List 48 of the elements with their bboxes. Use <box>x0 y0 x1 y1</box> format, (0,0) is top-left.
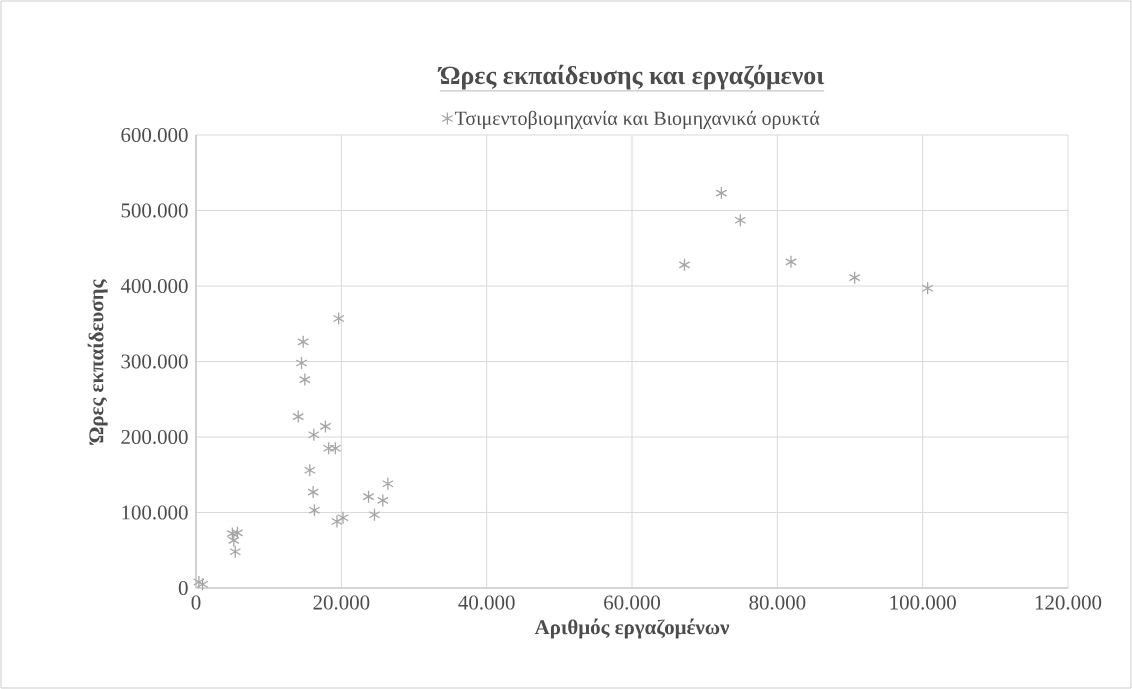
x-tick-label: 80.000 <box>749 595 806 610</box>
point <box>297 335 310 349</box>
point <box>368 508 381 522</box>
x-tick-label: 0 <box>191 595 201 610</box>
x-tick-label: 120.000 <box>1035 595 1102 610</box>
x-tick-label: 20.000 <box>313 595 370 610</box>
point <box>382 477 394 491</box>
y-tick-label: 200.000 <box>121 429 188 445</box>
point <box>329 441 342 455</box>
point <box>319 419 332 434</box>
point <box>295 356 308 370</box>
point <box>307 428 320 442</box>
point <box>715 186 728 200</box>
legend-label: Τσιμεντοβιομηχανία και Βιομηχανικά ορυκτά <box>454 110 820 130</box>
point <box>921 281 934 295</box>
point <box>337 511 349 525</box>
y-tick-label: 400.000 <box>120 278 188 294</box>
point <box>226 526 239 541</box>
y-tick-label: 0 <box>178 580 188 596</box>
point <box>678 258 691 272</box>
point <box>298 372 311 387</box>
point <box>307 485 319 499</box>
x-tick-label: 60.000 <box>604 595 660 610</box>
x-axis-title: Αριθμός εργαζομένων <box>534 618 730 639</box>
point <box>196 577 209 591</box>
point <box>292 409 305 424</box>
y-tick-label: 100.000 <box>122 505 188 520</box>
x-tick-label: 100.000 <box>890 595 956 610</box>
y-tick-label: 500.000 <box>121 203 188 218</box>
point <box>331 514 343 529</box>
point <box>308 503 321 517</box>
chart-title: Ώρες εκπαίδευσης και εργαζόμενοι <box>437 64 825 90</box>
point <box>193 575 205 589</box>
x-tick-label: 40.000 <box>458 595 515 610</box>
point <box>848 271 861 285</box>
point <box>229 545 242 559</box>
point <box>303 463 316 477</box>
point <box>734 213 747 227</box>
point <box>785 255 797 269</box>
y-axis-title: Ώρες εκπαίδευσης <box>87 279 108 446</box>
point <box>231 526 244 540</box>
point <box>332 311 345 326</box>
point <box>376 493 389 508</box>
y-tick-label: 300.000 <box>121 354 188 369</box>
point <box>227 533 240 548</box>
point <box>322 441 335 455</box>
y-tick-label: 600.000 <box>121 127 188 143</box>
point <box>362 489 375 504</box>
